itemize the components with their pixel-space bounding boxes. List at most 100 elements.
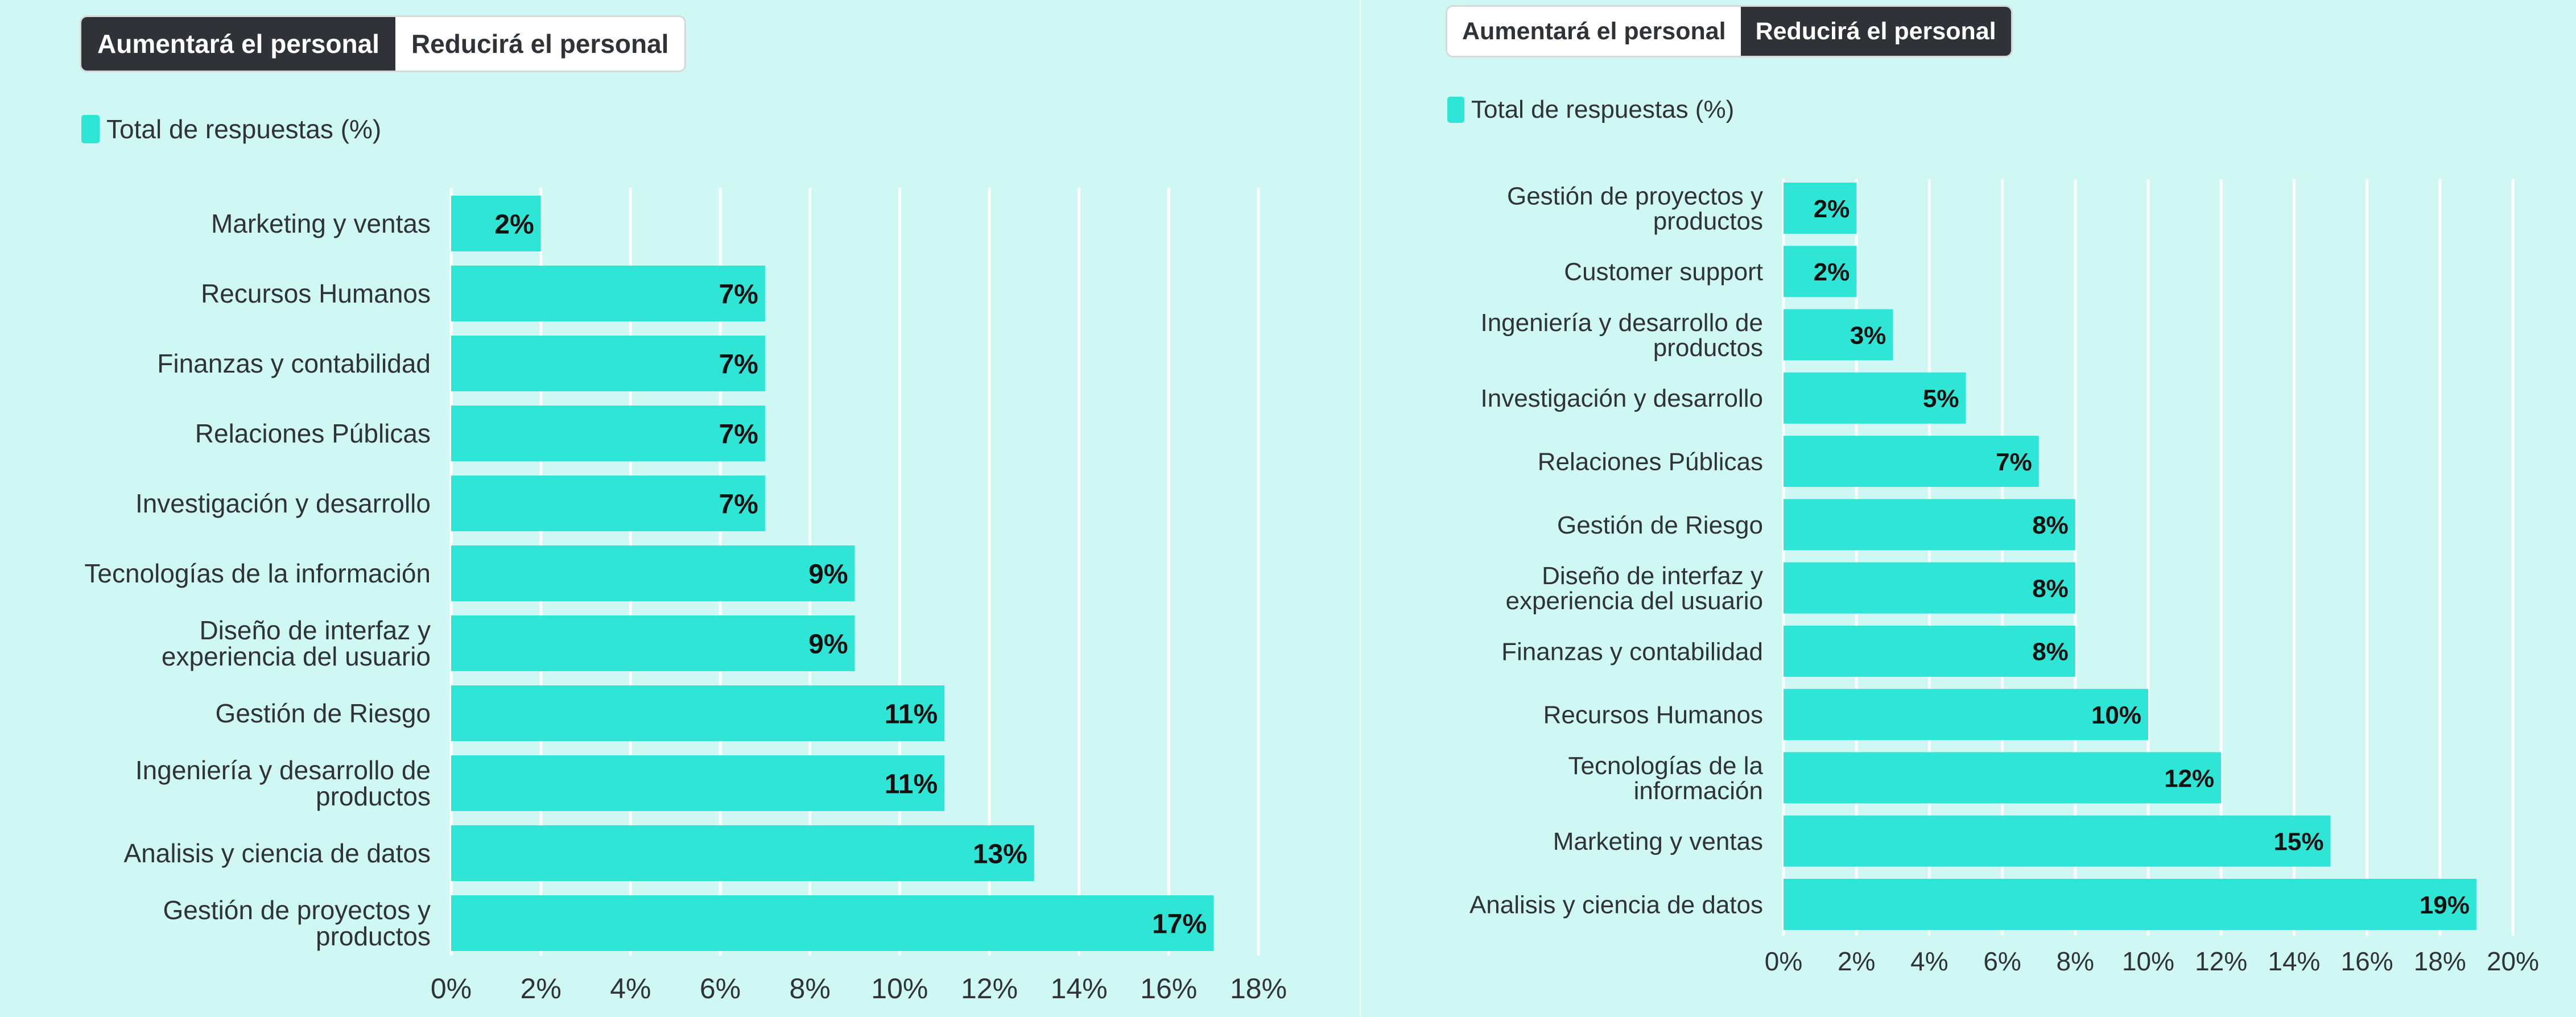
- x-tick-label: 20%: [2487, 946, 2539, 976]
- category-label: Relaciones Públicas: [195, 419, 431, 448]
- x-tick-label: 16%: [1140, 973, 1197, 1004]
- bar[interactable]: [1784, 625, 2075, 677]
- bar[interactable]: [451, 545, 855, 601]
- category-label: Finanzas y contabilidad: [157, 349, 431, 378]
- x-tick-label: 8%: [2057, 946, 2094, 976]
- category-label: Recursos Humanos: [201, 279, 431, 308]
- bar-value-label: 7%: [1996, 448, 2032, 476]
- gridlines: [1782, 179, 2515, 936]
- bar-chart-increase: 2% Marketing y ventas 7% Recursos Humanos 7%…: [84, 188, 1287, 1004]
- bar[interactable]: [451, 476, 765, 531]
- bar[interactable]: [451, 825, 1034, 881]
- bar-value-label: 9%: [808, 629, 848, 659]
- category-label: Tecnologías de la información: [84, 559, 431, 588]
- x-tick-label: 2%: [521, 973, 562, 1004]
- bar-value-label: 3%: [1850, 321, 1886, 349]
- bar[interactable]: [451, 406, 765, 461]
- bar[interactable]: [451, 196, 541, 251]
- x-tick-label: 12%: [961, 973, 1018, 1004]
- category-label: Tecnologías de la información: [1568, 752, 1764, 805]
- category-label: Investigación y desarrollo: [135, 489, 431, 518]
- category-label: Gestión de proyectos y productos: [1507, 182, 1763, 235]
- reduce-staff-button[interactable]: Reducirá el personal: [395, 17, 685, 71]
- x-tick-label: 18%: [1230, 973, 1287, 1004]
- bar-value-label: 9%: [808, 559, 848, 589]
- bar[interactable]: [1784, 499, 2075, 551]
- bar-value-label: 7%: [719, 489, 758, 519]
- bar-value-label: 7%: [719, 279, 758, 309]
- x-tick-label: 12%: [2195, 946, 2247, 976]
- category-label: Ingeniería y desarrollo de productos: [135, 755, 431, 811]
- category-label: Relaciones Públicas: [1538, 448, 1763, 476]
- bar-value-label: 11%: [885, 699, 938, 729]
- x-tick-label: 16%: [2341, 946, 2393, 976]
- increase-staff-button[interactable]: Aumentará el personal: [81, 17, 395, 71]
- x-tick-label: 8%: [790, 973, 831, 1004]
- bar-value-label: 8%: [2032, 638, 2069, 666]
- x-tick-label: 10%: [2122, 946, 2174, 976]
- category-label: Analisis y ciencia de datos: [1469, 891, 1763, 919]
- x-tick-label: 10%: [871, 973, 928, 1004]
- category-label: Finanzas y contabilidad: [1501, 638, 1763, 665]
- bar-value-label: 8%: [2032, 574, 2069, 602]
- legend-label: Total de respuestas (%): [1471, 96, 1735, 123]
- bar-value-label: 2%: [1814, 258, 1850, 286]
- category-label: Diseño de interfaz y experiencia del usua…: [162, 615, 431, 671]
- category-label: Diseño de interfaz y experiencia del usua…: [1505, 562, 1763, 615]
- category-label: Ingeniería y desarrollo de productos: [1480, 309, 1763, 362]
- x-tick-label: 6%: [1983, 946, 2021, 976]
- x-tick-label: 6%: [700, 973, 741, 1004]
- bar[interactable]: [1784, 689, 2148, 741]
- bar[interactable]: [1784, 246, 1857, 297]
- bar[interactable]: [451, 685, 945, 741]
- staff-toggle: Aumentará el personal Reducirá el person…: [81, 17, 685, 71]
- category-label: Analisis y ciencia de datos: [123, 838, 431, 868]
- bar[interactable]: [1784, 372, 1966, 424]
- bar-value-label: 5%: [1923, 385, 1959, 413]
- x-tick-label: 4%: [1910, 946, 1948, 976]
- bar-value-label: 2%: [1814, 195, 1850, 223]
- x-tick-label: 0%: [1765, 946, 1802, 976]
- bar-chart-reduce: 2% Gestión de proyectos y productos 2% Custo…: [1469, 179, 2539, 976]
- bar[interactable]: [1784, 815, 2331, 867]
- bar[interactable]: [451, 615, 855, 671]
- category-label: Recursos Humanos: [1543, 701, 1763, 729]
- x-tick-label: 18%: [2414, 946, 2466, 976]
- x-tick-label: 14%: [2268, 946, 2320, 976]
- category-label: Marketing y ventas: [1553, 828, 1763, 855]
- x-tick-label: 14%: [1051, 973, 1108, 1004]
- bar-value-label: 15%: [2273, 828, 2323, 856]
- chart-legend[interactable]: Total de respuestas (%): [81, 114, 381, 144]
- reduce-staff-button[interactable]: Reducirá el personal: [1740, 7, 2011, 56]
- x-tick-label: 4%: [610, 973, 651, 1004]
- bar-value-label: 13%: [973, 839, 1027, 869]
- legend-swatch: [1447, 97, 1464, 123]
- bar[interactable]: [451, 895, 1214, 951]
- bar[interactable]: [451, 755, 945, 811]
- bar[interactable]: [1784, 436, 2039, 487]
- bar[interactable]: [451, 336, 765, 391]
- bar[interactable]: [1784, 879, 2476, 930]
- bar[interactable]: [1784, 309, 1893, 361]
- bar-value-label: 12%: [2164, 764, 2214, 792]
- x-tick-label: 0%: [431, 973, 472, 1004]
- chart-panel-reduce: Aumentará el personal Reducirá el person…: [1361, 0, 2576, 1017]
- bar-value-label: 19%: [2420, 891, 2470, 919]
- staff-toggle: Aumentará el personal Reducirá el person…: [1447, 7, 2011, 56]
- bar-value-label: 11%: [885, 769, 938, 799]
- bar[interactable]: [451, 266, 765, 321]
- bar[interactable]: [1784, 562, 2075, 614]
- chart-legend[interactable]: Total de respuestas (%): [1447, 96, 1734, 124]
- chart-panel-increase: Aumentará el personal Reducirá el person…: [0, 0, 1360, 1017]
- category-label: Customer support: [1564, 258, 1763, 286]
- x-tick-label: 2%: [1838, 946, 1875, 976]
- bar-value-label: 7%: [719, 419, 758, 449]
- bar-value-label: 2%: [494, 209, 534, 239]
- category-label: Investigación y desarrollo: [1481, 385, 1763, 412]
- category-label: Marketing y ventas: [211, 209, 431, 238]
- bar[interactable]: [1784, 752, 2222, 804]
- bar[interactable]: [1784, 183, 1857, 234]
- bar-value-label: 17%: [1152, 909, 1207, 939]
- increase-staff-button[interactable]: Aumentará el personal: [1447, 7, 1741, 56]
- bar-value-label: 7%: [719, 349, 758, 379]
